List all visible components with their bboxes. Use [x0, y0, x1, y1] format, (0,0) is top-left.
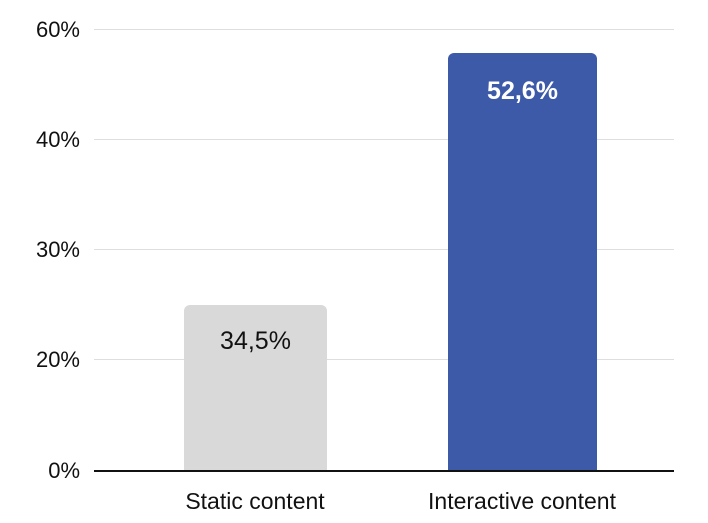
gridline	[94, 359, 674, 360]
y-tick-label: 0%	[48, 458, 80, 483]
gridline	[94, 139, 674, 140]
x-tick-label: Static content	[185, 488, 325, 514]
y-tick-label: 30%	[35, 237, 80, 262]
x-tick-label: Interactive content	[428, 488, 616, 514]
y-tick-label: 40%	[35, 127, 80, 152]
x-axis-baseline	[94, 470, 674, 472]
gridline	[94, 29, 674, 30]
bar-interactive-content: 52,6%	[448, 53, 597, 471]
gridline	[94, 249, 674, 250]
bar-static-content: 34,5%	[184, 305, 327, 471]
bar-value-label: 52,6%	[487, 77, 558, 105]
y-tick-label: 20%	[35, 347, 80, 372]
bar-value-label: 34,5%	[220, 327, 291, 355]
y-tick-label: 60%	[35, 17, 80, 42]
